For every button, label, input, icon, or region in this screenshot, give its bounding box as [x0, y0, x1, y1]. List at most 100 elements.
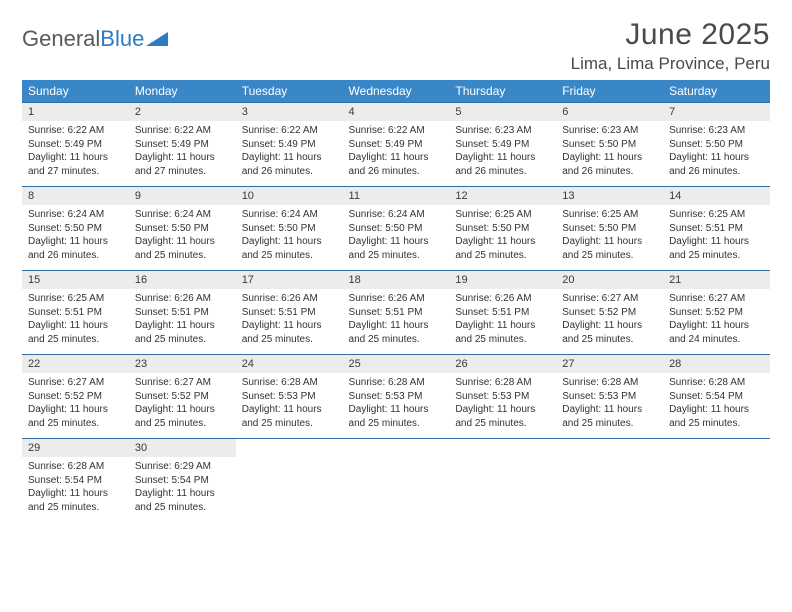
sunset-text: Sunset: 5:51 PM [455, 306, 550, 320]
daylight-line2: and 25 minutes. [349, 249, 444, 263]
brand-logo: GeneralBlue [22, 18, 170, 52]
daylight-line1: Daylight: 11 hours [562, 403, 657, 417]
daylight-line1: Daylight: 11 hours [562, 319, 657, 333]
day-detail-cell: Sunrise: 6:26 AMSunset: 5:51 PMDaylight:… [129, 289, 236, 355]
sunset-text: Sunset: 5:49 PM [242, 138, 337, 152]
day-detail-cell: Sunrise: 6:22 AMSunset: 5:49 PMDaylight:… [343, 121, 450, 187]
day-detail-cell [556, 457, 663, 522]
sunrise-text: Sunrise: 6:26 AM [135, 292, 230, 306]
sunrise-text: Sunrise: 6:25 AM [669, 208, 764, 222]
sunrise-text: Sunrise: 6:25 AM [455, 208, 550, 222]
sunrise-text: Sunrise: 6:27 AM [135, 376, 230, 390]
sunrise-text: Sunrise: 6:25 AM [28, 292, 123, 306]
daylight-line2: and 25 minutes. [135, 333, 230, 347]
day-number-cell: 30 [129, 439, 236, 458]
day-number-cell: 10 [236, 187, 343, 206]
day-number-cell: 8 [22, 187, 129, 206]
daylight-line2: and 25 minutes. [135, 417, 230, 431]
dow-header: Monday [129, 80, 236, 103]
day-number-cell: 18 [343, 271, 450, 290]
sunset-text: Sunset: 5:49 PM [135, 138, 230, 152]
day-detail-cell: Sunrise: 6:23 AMSunset: 5:50 PMDaylight:… [556, 121, 663, 187]
day-detail-cell: Sunrise: 6:27 AMSunset: 5:52 PMDaylight:… [556, 289, 663, 355]
sunrise-text: Sunrise: 6:24 AM [242, 208, 337, 222]
daylight-line1: Daylight: 11 hours [28, 235, 123, 249]
daylight-line1: Daylight: 11 hours [28, 403, 123, 417]
sunrise-text: Sunrise: 6:22 AM [242, 124, 337, 138]
sunset-text: Sunset: 5:50 PM [349, 222, 444, 236]
daylight-line2: and 26 minutes. [349, 165, 444, 179]
daylight-line1: Daylight: 11 hours [135, 235, 230, 249]
day-number-cell: 11 [343, 187, 450, 206]
daylight-line2: and 25 minutes. [242, 249, 337, 263]
day-number-cell: 25 [343, 355, 450, 374]
daylight-line1: Daylight: 11 hours [562, 151, 657, 165]
page-header: GeneralBlue June 2025 Lima, Lima Provinc… [22, 18, 770, 74]
day-number-cell: 19 [449, 271, 556, 290]
daylight-line1: Daylight: 11 hours [669, 235, 764, 249]
sunrise-text: Sunrise: 6:27 AM [562, 292, 657, 306]
daylight-line2: and 26 minutes. [562, 165, 657, 179]
day-number-cell: 16 [129, 271, 236, 290]
sunset-text: Sunset: 5:51 PM [135, 306, 230, 320]
daylight-line2: and 25 minutes. [455, 249, 550, 263]
daylight-line1: Daylight: 11 hours [455, 151, 550, 165]
day-number-cell: 13 [556, 187, 663, 206]
sunrise-calendar: Sunday Monday Tuesday Wednesday Thursday… [22, 80, 770, 522]
sunset-text: Sunset: 5:52 PM [135, 390, 230, 404]
daylight-line2: and 26 minutes. [669, 165, 764, 179]
sunset-text: Sunset: 5:50 PM [242, 222, 337, 236]
sunset-text: Sunset: 5:50 PM [562, 138, 657, 152]
sunset-text: Sunset: 5:52 PM [28, 390, 123, 404]
sunrise-text: Sunrise: 6:23 AM [669, 124, 764, 138]
day-detail-cell [449, 457, 556, 522]
daylight-line2: and 26 minutes. [242, 165, 337, 179]
daylight-line1: Daylight: 11 hours [135, 403, 230, 417]
day-detail-cell: Sunrise: 6:28 AMSunset: 5:54 PMDaylight:… [663, 373, 770, 439]
daylight-line1: Daylight: 11 hours [135, 319, 230, 333]
dow-header: Thursday [449, 80, 556, 103]
day-detail-cell: Sunrise: 6:23 AMSunset: 5:50 PMDaylight:… [663, 121, 770, 187]
daylight-line1: Daylight: 11 hours [242, 151, 337, 165]
day-number-cell [663, 439, 770, 458]
sunset-text: Sunset: 5:50 PM [135, 222, 230, 236]
dow-header: Wednesday [343, 80, 450, 103]
day-number-cell: 27 [556, 355, 663, 374]
daylight-line2: and 24 minutes. [669, 333, 764, 347]
daylight-line2: and 25 minutes. [669, 417, 764, 431]
sunset-text: Sunset: 5:51 PM [28, 306, 123, 320]
dow-header: Friday [556, 80, 663, 103]
daylight-line1: Daylight: 11 hours [28, 319, 123, 333]
daylight-line2: and 25 minutes. [349, 333, 444, 347]
day-number-cell: 7 [663, 103, 770, 122]
location-subtitle: Lima, Lima Province, Peru [571, 54, 770, 74]
daylight-line2: and 25 minutes. [562, 249, 657, 263]
sunset-text: Sunset: 5:53 PM [455, 390, 550, 404]
day-number-cell: 28 [663, 355, 770, 374]
daylight-line1: Daylight: 11 hours [455, 403, 550, 417]
daylight-line2: and 27 minutes. [28, 165, 123, 179]
daylight-line2: and 25 minutes. [562, 333, 657, 347]
daylight-line1: Daylight: 11 hours [135, 151, 230, 165]
daylight-line1: Daylight: 11 hours [135, 487, 230, 501]
day-detail-cell: Sunrise: 6:24 AMSunset: 5:50 PMDaylight:… [129, 205, 236, 271]
sunrise-text: Sunrise: 6:27 AM [669, 292, 764, 306]
day-number-cell: 22 [22, 355, 129, 374]
day-detail-row: Sunrise: 6:25 AMSunset: 5:51 PMDaylight:… [22, 289, 770, 355]
sunrise-text: Sunrise: 6:22 AM [349, 124, 444, 138]
day-number-cell: 26 [449, 355, 556, 374]
sunset-text: Sunset: 5:50 PM [562, 222, 657, 236]
day-number-cell [236, 439, 343, 458]
logo-triangle-icon [146, 30, 170, 48]
day-detail-cell: Sunrise: 6:22 AMSunset: 5:49 PMDaylight:… [22, 121, 129, 187]
sunrise-text: Sunrise: 6:28 AM [349, 376, 444, 390]
day-number-cell: 3 [236, 103, 343, 122]
daylight-line2: and 25 minutes. [669, 249, 764, 263]
daylight-line2: and 25 minutes. [28, 417, 123, 431]
daylight-line1: Daylight: 11 hours [349, 403, 444, 417]
day-number-row: 891011121314 [22, 187, 770, 206]
dow-header: Sunday [22, 80, 129, 103]
day-detail-cell: Sunrise: 6:24 AMSunset: 5:50 PMDaylight:… [22, 205, 129, 271]
day-number-cell: 14 [663, 187, 770, 206]
day-number-cell: 5 [449, 103, 556, 122]
